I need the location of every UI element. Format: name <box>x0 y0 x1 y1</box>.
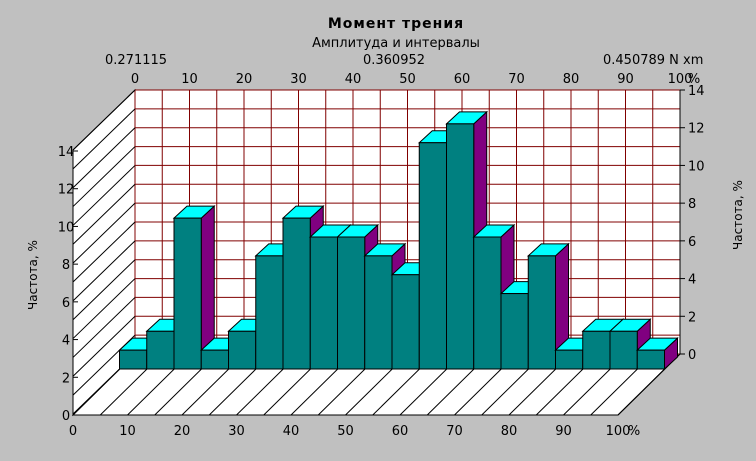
bar <box>255 255 284 370</box>
bar <box>364 255 393 370</box>
side-grid-line <box>72 297 136 358</box>
y-tick-label-left: 8 <box>62 258 70 273</box>
y-tick-label-left: 12 <box>58 183 75 198</box>
x-tick-label-bottom: 30 <box>228 424 245 439</box>
bar <box>200 349 229 370</box>
x-tick-label-bottom: 60 <box>392 424 409 439</box>
x-tick-label-top: 50 <box>399 72 416 87</box>
bar <box>309 236 338 370</box>
side-grid-line <box>72 183 136 245</box>
bar <box>609 330 638 370</box>
x-tick-label-top: 30 <box>290 72 307 87</box>
bar <box>282 217 311 370</box>
chart-subtitle: Амплитуда и интервалы <box>312 36 480 51</box>
side-grid-line <box>72 259 136 321</box>
bar <box>337 236 366 370</box>
y-tick-label-right: 12 <box>688 122 705 137</box>
x-tick-label-top: 10 <box>181 72 198 87</box>
y-tick-label-right: 14 <box>688 84 705 99</box>
x-tick-label-top: 80 <box>563 72 580 87</box>
side-grid-line <box>72 89 136 151</box>
bar <box>527 255 556 370</box>
side-grid-line <box>72 240 136 302</box>
y-tick-label-right: 2 <box>688 310 696 325</box>
bar <box>418 142 447 370</box>
side-grid-line <box>72 165 136 226</box>
top-label-mid: 0.360952 <box>363 53 425 68</box>
y-tick-label-left: 10 <box>58 220 75 235</box>
x-tick-label-top: 0 <box>131 72 139 87</box>
bar <box>636 349 665 370</box>
side-grid-line <box>72 315 136 377</box>
x-tick-label-top: 40 <box>345 72 362 87</box>
x-unit-label-bottom: % <box>628 424 640 439</box>
bar <box>446 123 475 370</box>
x-tick-label-top: 70 <box>508 72 525 87</box>
x-tick-label-top: 20 <box>236 72 253 87</box>
y-axis-label-left: Частота, % <box>26 240 40 310</box>
chart-title: Момент трения <box>328 16 464 32</box>
x-tick-label-top: 60 <box>454 72 471 87</box>
bar <box>119 349 148 370</box>
y-tick-label-left: 0 <box>62 409 70 424</box>
y-tick-label-right: 8 <box>688 197 696 212</box>
top-label-left: 0.271115 <box>105 53 167 68</box>
x-tick-label-bottom: 10 <box>119 424 136 439</box>
side-grid-line <box>72 127 136 189</box>
bar <box>391 274 420 370</box>
bar <box>473 236 502 370</box>
x-tick-label-top: 100 <box>668 72 693 87</box>
bar <box>228 330 257 370</box>
side-grid-line <box>72 278 136 339</box>
x-tick-label-bottom: 70 <box>446 424 463 439</box>
y-axis-label-right: Частота, % <box>731 180 745 250</box>
x-tick-label-bottom: 40 <box>283 424 300 439</box>
x-tick-label-bottom: 90 <box>555 424 572 439</box>
side-grid-line <box>72 202 136 264</box>
y-tick-label-left: 14 <box>58 145 75 160</box>
side-grid-line <box>72 108 136 170</box>
side-grid-line <box>72 221 136 283</box>
x-tick-label-bottom: 80 <box>501 424 518 439</box>
x-tick-label-bottom: 20 <box>174 424 191 439</box>
y-tick-label-right: 4 <box>688 273 696 288</box>
y-tick-label-right: 10 <box>688 159 705 174</box>
bar <box>555 349 584 370</box>
y-tick-label-right: 6 <box>688 235 696 250</box>
y-tick-label-right: 0 <box>688 348 696 363</box>
x-tick-label-bottom: 0 <box>69 424 77 439</box>
x-tick-label-top: 90 <box>617 72 634 87</box>
bar <box>146 330 175 370</box>
y-tick-label-left: 2 <box>62 371 70 386</box>
x-unit-label-top: % <box>688 72 700 87</box>
x-tick-label-bottom: 100 <box>606 424 631 439</box>
side-grid-line <box>72 146 136 207</box>
bar <box>500 293 529 370</box>
bar <box>582 330 611 370</box>
y-tick-label-left: 6 <box>62 296 70 311</box>
y-tick-label-left: 4 <box>62 334 70 349</box>
bar <box>173 217 202 370</box>
x-tick-label-bottom: 50 <box>337 424 354 439</box>
top-label-right: 0.450789 N xm <box>603 53 703 68</box>
